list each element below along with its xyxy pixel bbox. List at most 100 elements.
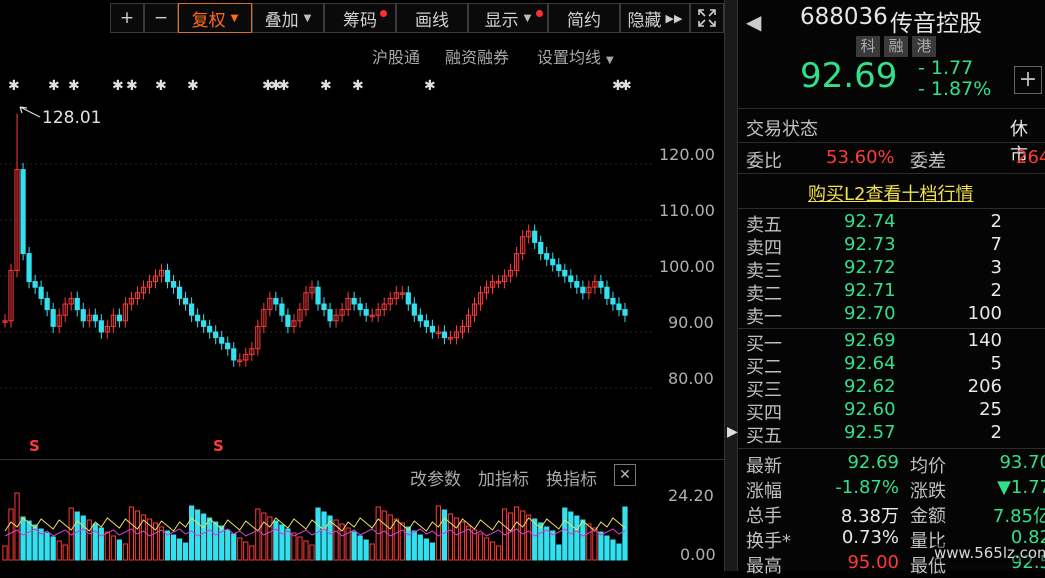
ask-volume: 2 — [990, 280, 1002, 301]
close-indicator-button[interactable]: ✕ — [614, 464, 636, 486]
separator — [738, 173, 1045, 174]
candle-body — [345, 297, 351, 311]
candle-body — [568, 275, 574, 283]
prev-stock-arrow-icon[interactable]: ◀ — [746, 10, 762, 34]
add-watchlist-button[interactable]: + — [1014, 66, 1042, 94]
volume-bar — [261, 512, 267, 561]
stat-value: 0.82 — [1010, 527, 1045, 548]
volume-bar — [134, 510, 141, 561]
bid-level-label: 买一 — [746, 334, 782, 355]
fuquan-button[interactable]: 复权 ▼ — [178, 3, 252, 33]
candle-body — [550, 258, 556, 266]
ask-price: 92.72 — [844, 257, 896, 278]
yincang-button[interactable]: 隐藏 ▶▶ — [620, 3, 690, 33]
bid-row[interactable]: 买二 92.64 5 — [746, 353, 1045, 378]
stat-label: 最高 — [746, 556, 782, 577]
candle-body — [489, 281, 496, 288]
volume-bar — [622, 506, 628, 561]
jiazhibiao-link[interactable]: 加指标 — [478, 470, 529, 490]
candle-body — [411, 303, 417, 316]
collapse-arrow-icon[interactable]: ▶ — [727, 424, 738, 440]
vol-ma-line — [4, 528, 626, 537]
candle-body — [273, 297, 279, 305]
candle-body — [447, 337, 454, 340]
weicha-label: 委差 — [910, 151, 946, 172]
volume-bar — [604, 535, 610, 561]
bid-row[interactable]: 买一 92.69 140 — [746, 330, 1045, 355]
separator — [738, 448, 1045, 449]
volume-bar — [508, 512, 514, 561]
volume-bar — [146, 518, 153, 561]
volume-bar — [267, 516, 273, 561]
sell-marker[interactable]: S — [29, 437, 40, 455]
candle-body — [610, 297, 616, 305]
weibi-label: 委比 — [746, 151, 782, 172]
volume-bar — [616, 543, 622, 561]
volume-bar — [471, 529, 478, 561]
gaicanshu-link[interactable]: 改参数 — [410, 470, 461, 490]
yincang-label: 隐藏 — [627, 10, 662, 31]
volume-bar — [327, 515, 333, 561]
bid-row[interactable]: 买三 92.62 206 — [746, 376, 1045, 401]
event-marker-icon: ✱ — [8, 78, 20, 94]
ask-row[interactable]: 卖一 92.70 100 — [746, 303, 1045, 328]
volume-bar — [556, 544, 562, 561]
candle-body — [110, 314, 116, 327]
volume-bar — [273, 520, 279, 561]
zoom-out-button[interactable]: − — [144, 3, 178, 33]
volume-bar — [291, 532, 297, 561]
volume-bar — [122, 543, 129, 561]
rongzi-link[interactable]: 融资融券 — [445, 48, 510, 67]
ask-row[interactable]: 卖四 92.73 7 — [746, 234, 1045, 259]
candle-body — [538, 241, 544, 255]
volume-bar — [465, 525, 472, 561]
volume-bar — [562, 507, 568, 561]
volume-bar — [92, 523, 98, 561]
price-change: - 1.77 — [918, 57, 974, 79]
volume-bar — [526, 514, 532, 561]
price-change-pct: - 1.87% — [918, 78, 992, 100]
junxian-link[interactable]: 设置均线 ▼ — [537, 44, 614, 68]
zoom-in-button[interactable]: + — [110, 3, 144, 33]
hugutong-link[interactable]: 沪股通 — [372, 48, 421, 67]
kline-chart[interactable]: ✱ ✱ ✱ ✱ ✱ ✱ ✱ ✱✱✱ ✱ ✱ ✱ ✱✱ — [0, 36, 724, 571]
volume-bar — [357, 535, 363, 561]
volume-bar — [249, 545, 255, 561]
l2-upgrade-link[interactable]: 购买L2查看十档行情 — [808, 184, 974, 205]
huaxian-button[interactable]: 画线 — [396, 3, 468, 33]
volume-bar — [387, 514, 393, 561]
candle-body — [20, 169, 26, 255]
trade-status-value: 休市 — [1010, 119, 1028, 166]
candle-body — [219, 337, 225, 344]
plus-icon: + — [119, 8, 135, 28]
sell-marker[interactable]: S — [213, 437, 224, 455]
volume-bar — [225, 529, 231, 561]
ask-volume: 2 — [990, 211, 1002, 232]
volume-bar — [20, 516, 26, 561]
bid-price: 92.69 — [844, 330, 896, 351]
last-price: 92.69 — [800, 56, 898, 96]
ask-row[interactable]: 卖五 92.74 2 — [746, 211, 1045, 236]
volume-bar — [50, 536, 56, 561]
diejia-button[interactable]: 叠加 ▼ — [252, 3, 324, 33]
volume-bar — [213, 521, 219, 561]
chouma-button[interactable]: 筹码 — [324, 3, 396, 33]
huanzhibiao-link[interactable]: 换指标 — [546, 470, 597, 490]
volume-bar — [381, 510, 387, 561]
bid-row[interactable]: 买四 92.60 25 — [746, 399, 1045, 424]
candle-body — [152, 275, 159, 283]
candle-body — [417, 314, 423, 322]
expand-button[interactable] — [690, 3, 724, 33]
stat-label: 均价 — [910, 456, 946, 477]
jianyue-button[interactable]: 简约 — [548, 3, 620, 33]
volume-bar — [201, 513, 207, 561]
volume-bar — [610, 539, 616, 561]
candle-body — [381, 303, 387, 311]
xianshi-button[interactable]: 显示 ▼ — [468, 3, 548, 33]
candle-body — [243, 353, 249, 361]
bid-row[interactable]: 买五 92.57 2 — [746, 422, 1045, 447]
panel-divider[interactable]: ▶ — [724, 0, 738, 571]
ask-row[interactable]: 卖二 92.71 2 — [746, 280, 1045, 305]
vol-tick-zero: 0.00 — [680, 545, 716, 564]
ask-row[interactable]: 卖三 92.72 3 — [746, 257, 1045, 282]
